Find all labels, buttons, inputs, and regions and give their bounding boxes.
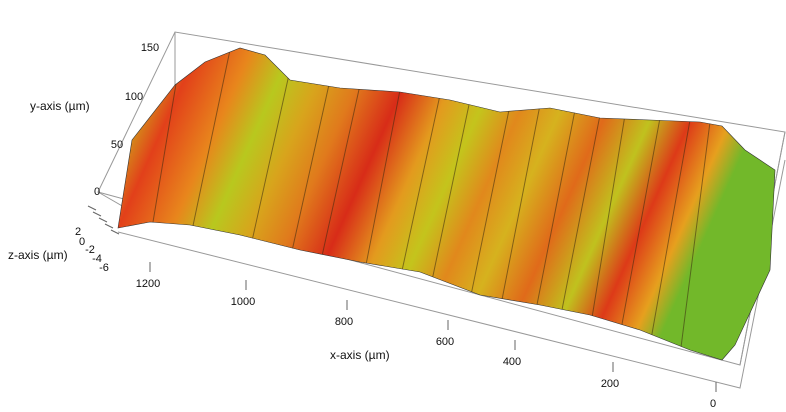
z-tick-label: -6 — [99, 262, 109, 274]
y-tick-label: 50 — [111, 139, 123, 151]
z-tick-marks — [88, 206, 119, 234]
x-tick-label: 800 — [335, 316, 353, 328]
x-tick-label: 1200 — [136, 278, 160, 290]
y-tick-label: 0 — [94, 186, 100, 198]
surface — [118, 48, 775, 360]
x-tick-label: 600 — [436, 336, 454, 348]
y-axis-label: y-axis (µm) — [30, 99, 90, 113]
x-tick-label: 1000 — [231, 296, 255, 308]
y-tick-label: 150 — [141, 42, 159, 54]
z-axis-label: z-axis (µm) — [8, 248, 68, 262]
x-tick-label: 200 — [601, 378, 619, 390]
x-axis-label: x-axis (µm) — [330, 348, 390, 362]
x-tick-label: 400 — [503, 356, 521, 368]
surface-plot: y-axis (µm) 150 100 50 0 z-axis (µm) 2 0… — [0, 0, 786, 412]
y-tick-label: 100 — [125, 91, 143, 103]
x-tick-label: 0 — [710, 398, 716, 410]
